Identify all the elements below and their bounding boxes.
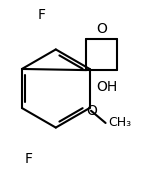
- Text: O: O: [96, 22, 107, 36]
- Text: F: F: [38, 8, 46, 22]
- Text: O: O: [86, 104, 97, 118]
- Text: CH₃: CH₃: [109, 116, 132, 129]
- Text: OH: OH: [96, 80, 118, 94]
- Text: F: F: [24, 152, 32, 166]
